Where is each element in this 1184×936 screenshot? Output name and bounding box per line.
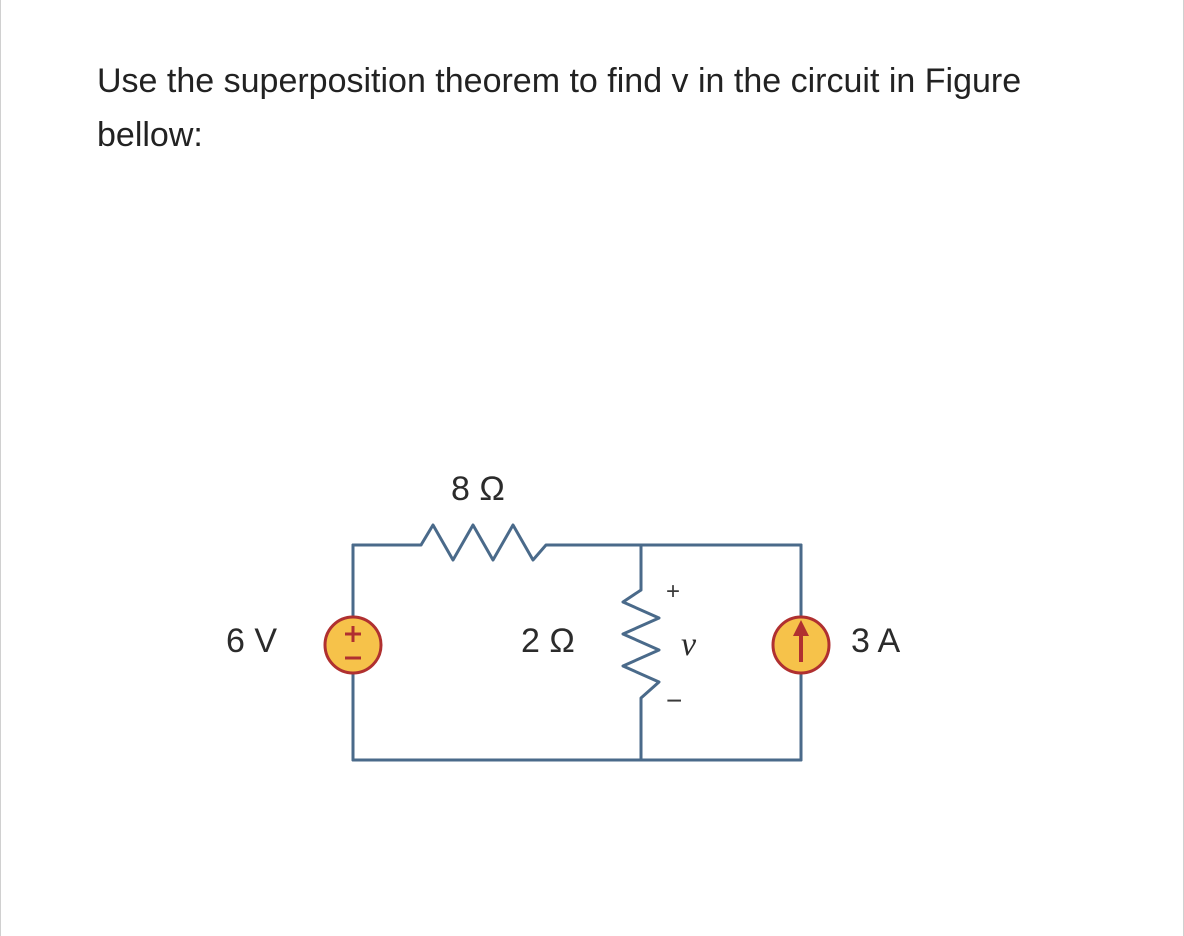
- voltage-v-label: v: [681, 626, 696, 664]
- resistor-r2-icon: [623, 590, 659, 710]
- polarity-minus: −: [666, 685, 682, 717]
- page: Use the superposition theorem to find v …: [0, 0, 1184, 936]
- resistor-r2-label: 2 Ω: [521, 622, 575, 661]
- current-source-label: 3 A: [851, 622, 900, 661]
- polarity-plus: +: [666, 578, 680, 606]
- current-source-icon: [773, 617, 829, 673]
- voltage-source-icon: [325, 617, 381, 673]
- question-text: Use the superposition theorem to find v …: [97, 54, 1097, 163]
- resistor-r1-icon: [421, 525, 551, 560]
- resistor-r1-label: 8 Ω: [451, 470, 505, 509]
- voltage-source-label: 6 V: [226, 622, 277, 661]
